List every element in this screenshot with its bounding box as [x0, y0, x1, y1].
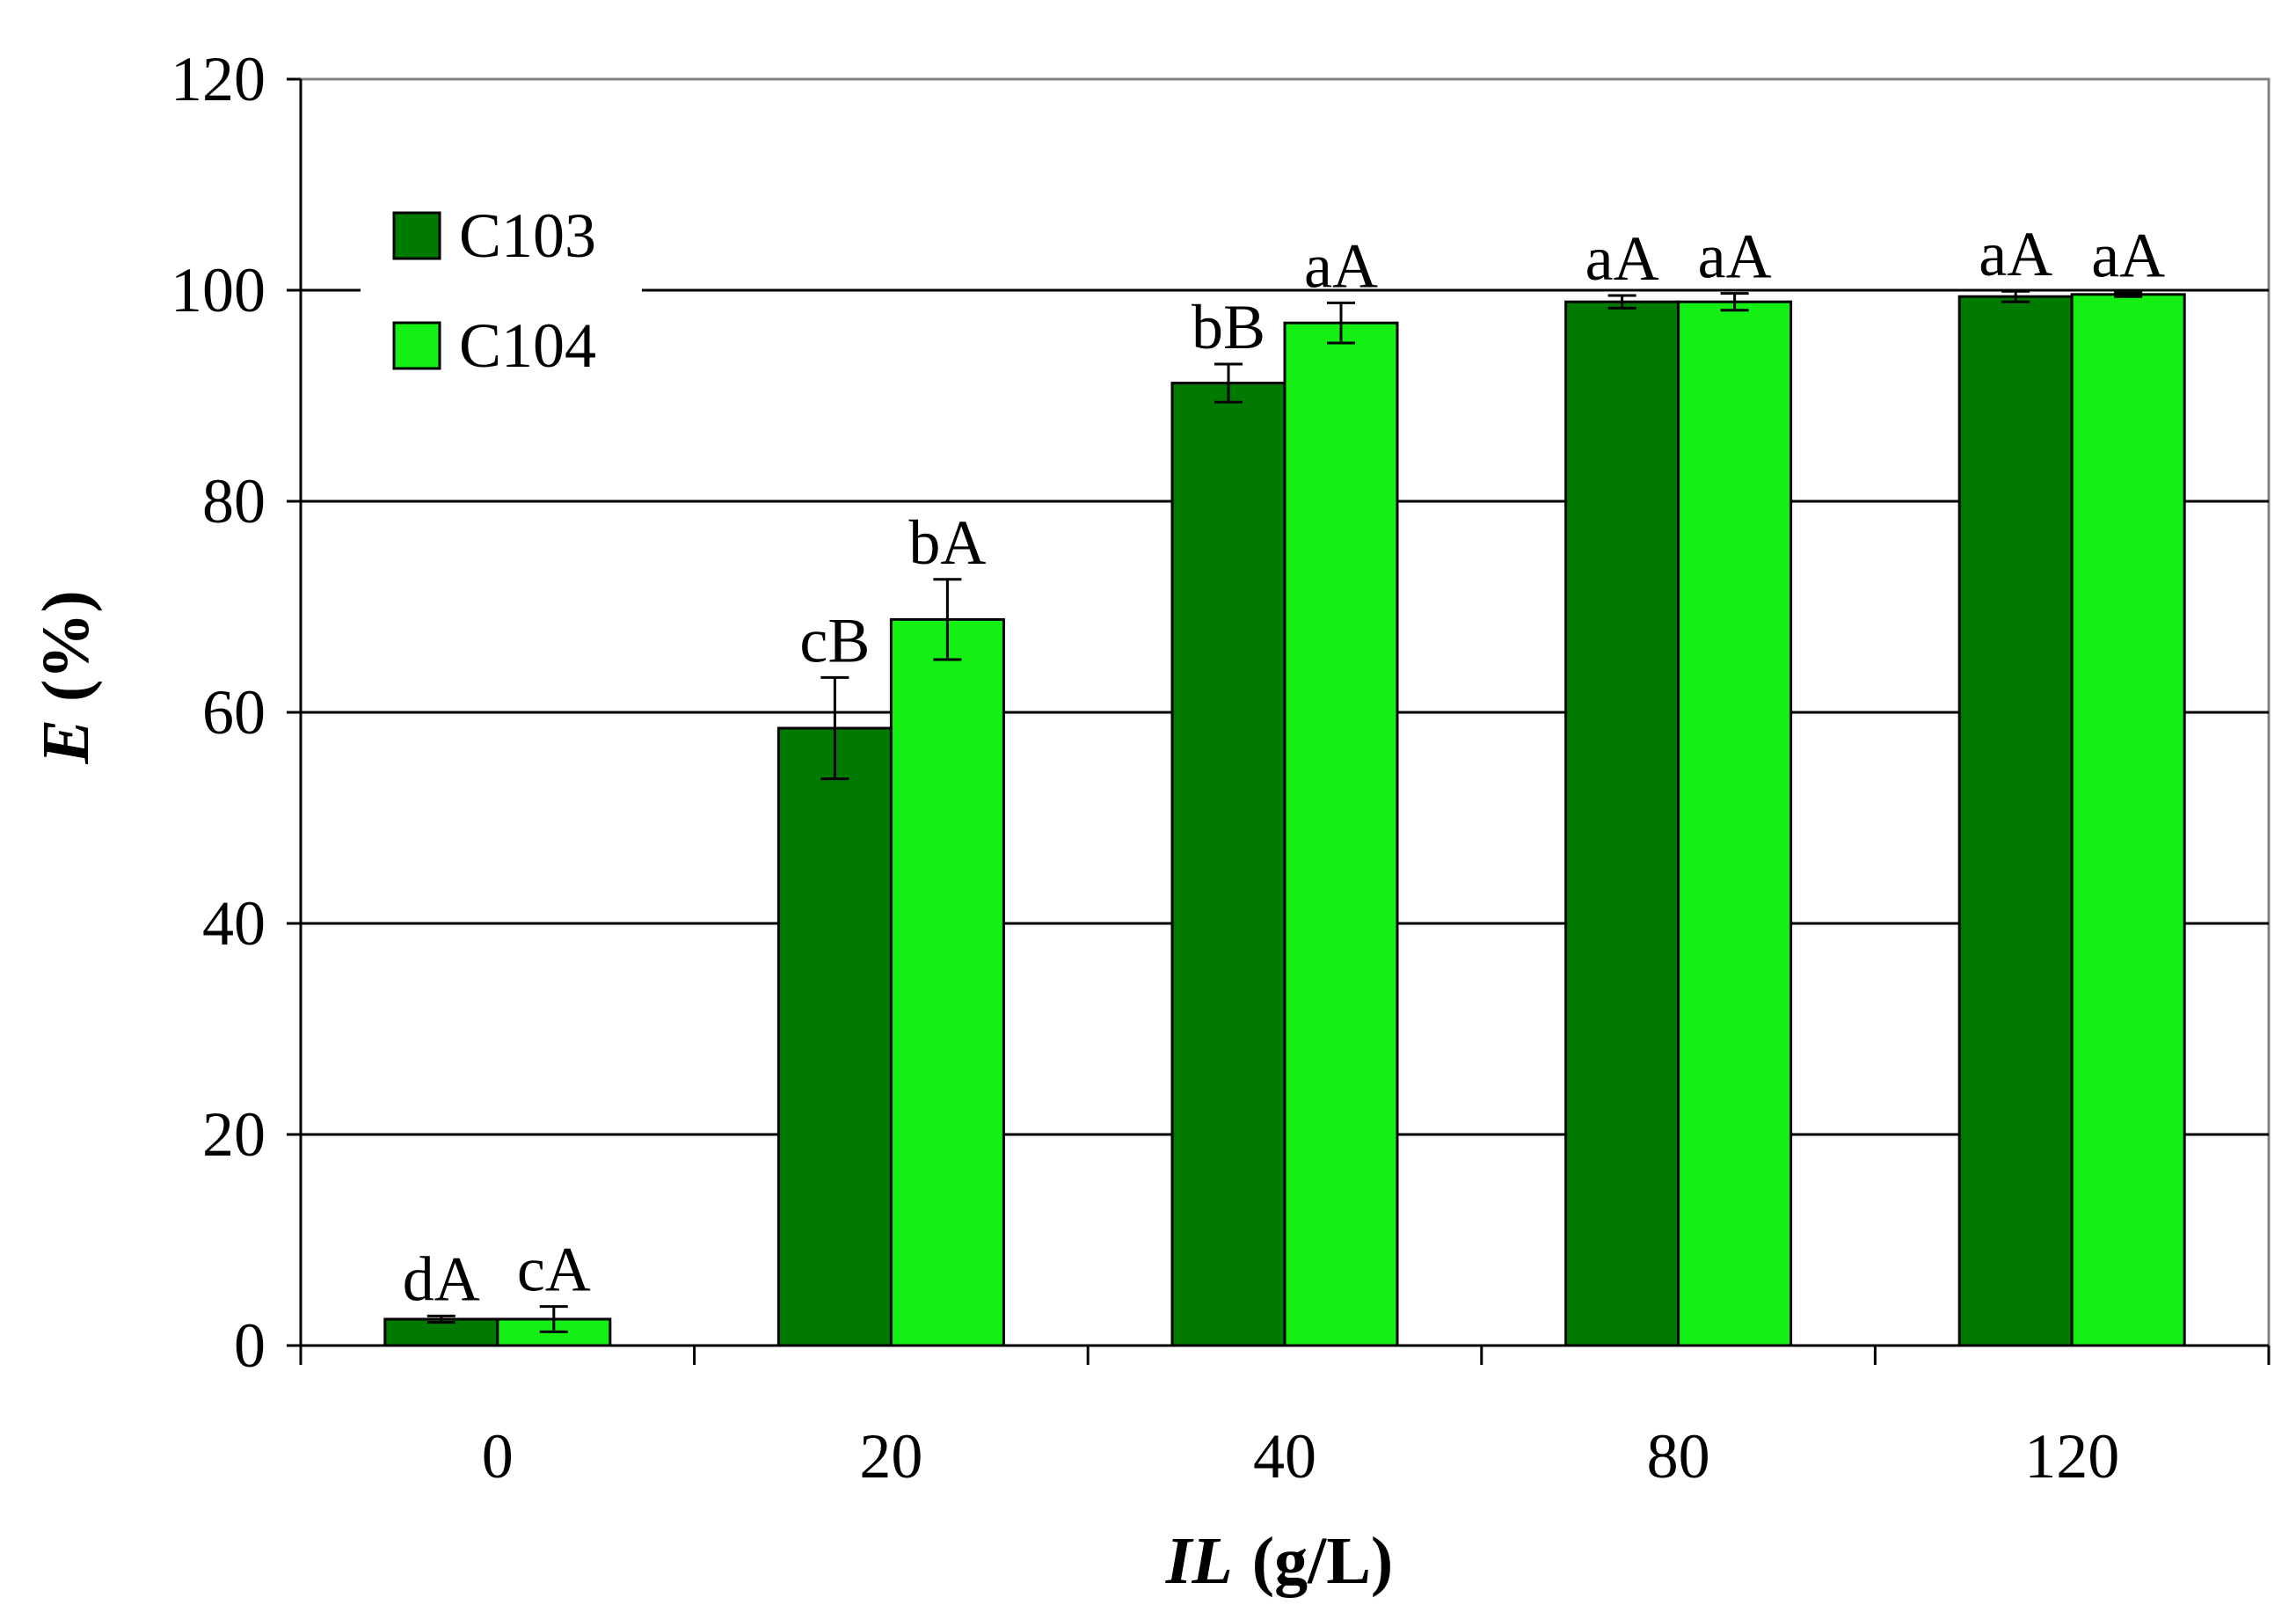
y-tick-label: 0 [234, 1310, 266, 1381]
bar-C103-20 [776, 726, 893, 1347]
significance-label: bA [908, 507, 986, 578]
x-axis-unit: (g/L) [1252, 1524, 1393, 1598]
bar-C103-80 [1564, 300, 1680, 1347]
bars-group [383, 293, 2186, 1347]
significance-label: aA [1979, 219, 2052, 289]
y-tick-label: 40 [202, 888, 266, 959]
legend-swatch-C104 [392, 321, 441, 370]
significance-label: aA [2091, 220, 2165, 290]
y-axis-unit: (%) [29, 590, 103, 702]
y-axis-variable: E [29, 719, 103, 765]
significance-label: aA [1585, 223, 1659, 294]
error-bars-group [426, 289, 2143, 1333]
y-tick-label: 60 [202, 677, 266, 748]
y-tick-label: 80 [202, 466, 266, 536]
x-axis-title: IL (g/L) [1165, 1524, 1393, 1598]
significance-label: aA [1698, 222, 1772, 292]
significance-label: bB [1192, 292, 1265, 362]
y-tick-label: 120 [171, 44, 266, 114]
x-tick-label: 40 [1253, 1421, 1316, 1492]
bar-C103-120 [1957, 295, 2074, 1347]
significance-label: dA [403, 1244, 480, 1314]
bar-C104-120 [2070, 293, 2186, 1347]
x-axis-variable: IL [1165, 1524, 1233, 1598]
annotations-group: dA cA cB bA bB aA aA aA aA aA [403, 219, 2165, 1314]
x-tick-label: 20 [859, 1421, 922, 1492]
bar-C104-80 [1677, 300, 1793, 1347]
legend-label-C104: C104 [459, 310, 596, 381]
bar-C104-40 [1283, 321, 1399, 1347]
x-tick-label: 120 [2024, 1421, 2119, 1492]
x-tick-label: 80 [1647, 1421, 1710, 1492]
y-tick-label: 100 [171, 255, 266, 325]
bar-C104-20 [889, 617, 1005, 1347]
y-tick-label: 20 [202, 1099, 266, 1170]
y-axis-title: E (%) [29, 590, 103, 764]
significance-label: aA [1304, 230, 1378, 301]
bar-C103-40 [1170, 382, 1286, 1347]
legend-swatch-C103 [392, 211, 441, 260]
x-tick-label: 0 [482, 1421, 514, 1492]
significance-label: cB [799, 605, 870, 675]
axes-group: 0 20 40 60 80 100 120 0 20 40 80 120 [171, 44, 2270, 1492]
legend: C103 C104 [361, 189, 642, 381]
legend-label-C103: C103 [459, 201, 596, 271]
significance-label: cA [517, 1235, 591, 1305]
